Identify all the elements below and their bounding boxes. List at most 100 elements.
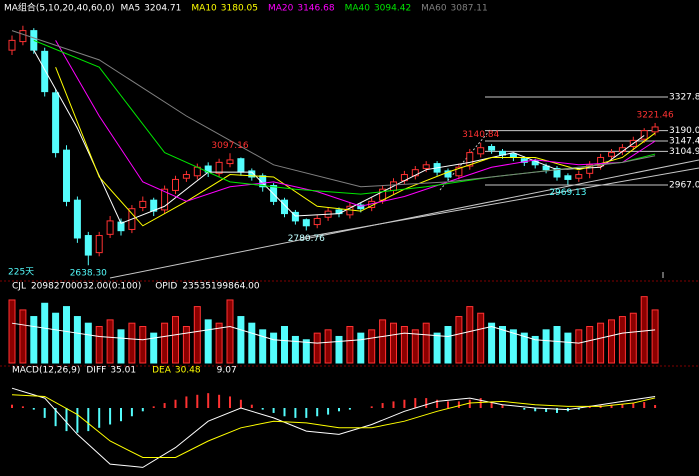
macd-line bbox=[11, 394, 656, 458]
candle-body bbox=[302, 219, 310, 227]
legend-text: MA20 bbox=[268, 4, 294, 14]
legend-text: 30.48 bbox=[175, 366, 201, 376]
candle-body bbox=[597, 156, 605, 167]
volume-bar bbox=[390, 322, 397, 364]
volume-bar bbox=[324, 329, 332, 364]
volume-bar bbox=[52, 312, 60, 364]
legend-text: 3146.68 bbox=[297, 4, 334, 14]
candle-body bbox=[488, 146, 496, 151]
volume-bar bbox=[597, 322, 605, 364]
legend-text: 9.07 bbox=[217, 366, 237, 376]
volume-bar bbox=[335, 335, 343, 364]
volume-bar bbox=[564, 332, 572, 364]
candle-body bbox=[259, 175, 267, 188]
legend-text: 3180.05 bbox=[221, 4, 258, 14]
candle-body bbox=[182, 174, 190, 179]
legend-text: 3094.42 bbox=[374, 4, 411, 14]
volume-bar bbox=[117, 329, 125, 364]
legend-text: DIFF bbox=[86, 366, 106, 376]
volume-bar bbox=[73, 316, 81, 364]
candle-body bbox=[161, 188, 169, 211]
volume-bar bbox=[313, 332, 321, 364]
legend-text: MA60 bbox=[421, 4, 447, 14]
volume-bar bbox=[172, 316, 179, 364]
volume-bar bbox=[106, 319, 114, 364]
volume-bar bbox=[139, 326, 147, 364]
legend-text: 20982700032.00(0:100) bbox=[31, 282, 141, 292]
trend-line bbox=[109, 159, 699, 279]
candle-body bbox=[357, 204, 365, 210]
extreme-label: 2780.76 bbox=[288, 234, 325, 244]
volume-bar bbox=[150, 332, 158, 364]
legend-text: MA5 bbox=[121, 4, 141, 14]
volume-bar bbox=[259, 329, 267, 364]
candle-body bbox=[248, 170, 256, 178]
candle-body bbox=[542, 165, 550, 171]
volume-bar bbox=[553, 326, 561, 364]
candle-body bbox=[640, 130, 648, 140]
volume-bar bbox=[41, 302, 49, 364]
candle-body bbox=[455, 166, 463, 177]
volume-bar bbox=[488, 322, 496, 364]
level-label: 3327.87 bbox=[669, 93, 699, 103]
candle-body bbox=[291, 211, 299, 222]
candle-body bbox=[553, 167, 561, 178]
legend-text: MA10 bbox=[191, 4, 217, 14]
candle-body bbox=[226, 159, 234, 165]
volume-bar bbox=[19, 309, 27, 364]
volume-bar bbox=[531, 335, 539, 364]
volume-bar bbox=[95, 326, 103, 364]
candle-body bbox=[509, 153, 517, 158]
candle-body bbox=[313, 217, 321, 226]
volume-bar bbox=[444, 326, 452, 364]
legend-text: MA组合(5,10,20,40,60,0) bbox=[4, 2, 115, 14]
ma-line bbox=[11, 30, 656, 188]
candle-body bbox=[237, 158, 245, 173]
extreme-label: 3097.16 bbox=[211, 141, 248, 151]
candle-body bbox=[608, 152, 615, 157]
volume-bar bbox=[422, 322, 430, 364]
volume-bar bbox=[215, 322, 223, 364]
legend-text: MA40 bbox=[345, 4, 371, 14]
level-label: 3147.48 bbox=[669, 137, 699, 147]
legend-text: 3204.71 bbox=[144, 4, 181, 14]
volume-bar bbox=[193, 306, 201, 364]
candle-body bbox=[422, 164, 430, 169]
macd-line bbox=[11, 387, 656, 468]
candle-body bbox=[172, 178, 179, 191]
candle-body bbox=[41, 50, 49, 93]
volume-bar bbox=[411, 329, 419, 364]
volume-bar bbox=[84, 322, 92, 364]
candle-body bbox=[444, 170, 452, 178]
candle-body bbox=[106, 220, 114, 235]
volume-bar bbox=[368, 329, 376, 364]
ma-line bbox=[55, 40, 656, 207]
volume-bar bbox=[629, 312, 637, 364]
extreme-label: 2638.30 bbox=[70, 269, 107, 279]
candle-body bbox=[411, 169, 419, 177]
legend-text: 35.01 bbox=[110, 366, 136, 376]
candle-body bbox=[19, 30, 27, 43]
volume-bar bbox=[586, 326, 594, 364]
volume-bar bbox=[237, 316, 245, 364]
opid-line bbox=[11, 322, 656, 344]
extreme-label: 3221.46 bbox=[636, 110, 673, 120]
volume-bar bbox=[618, 316, 626, 364]
volume-bar bbox=[248, 322, 256, 364]
volume-bar bbox=[291, 335, 299, 364]
legend-text: 23535199864.00 bbox=[182, 282, 260, 292]
volume-bar bbox=[466, 306, 474, 364]
volume-bar bbox=[575, 329, 583, 364]
candle-body bbox=[52, 92, 60, 154]
volume-bar bbox=[433, 332, 441, 364]
volume-bar bbox=[204, 319, 212, 364]
legend-text: MACD(12,26,9) bbox=[12, 366, 80, 376]
candle-body bbox=[586, 164, 594, 174]
period-label: 225天 bbox=[8, 268, 34, 278]
legend-text: CJL bbox=[12, 282, 26, 292]
volume-bar bbox=[455, 316, 463, 364]
level-label: 2967.09 bbox=[669, 181, 699, 191]
candle-body bbox=[215, 161, 223, 174]
volume-bar bbox=[8, 299, 16, 364]
candle-body bbox=[139, 200, 147, 208]
